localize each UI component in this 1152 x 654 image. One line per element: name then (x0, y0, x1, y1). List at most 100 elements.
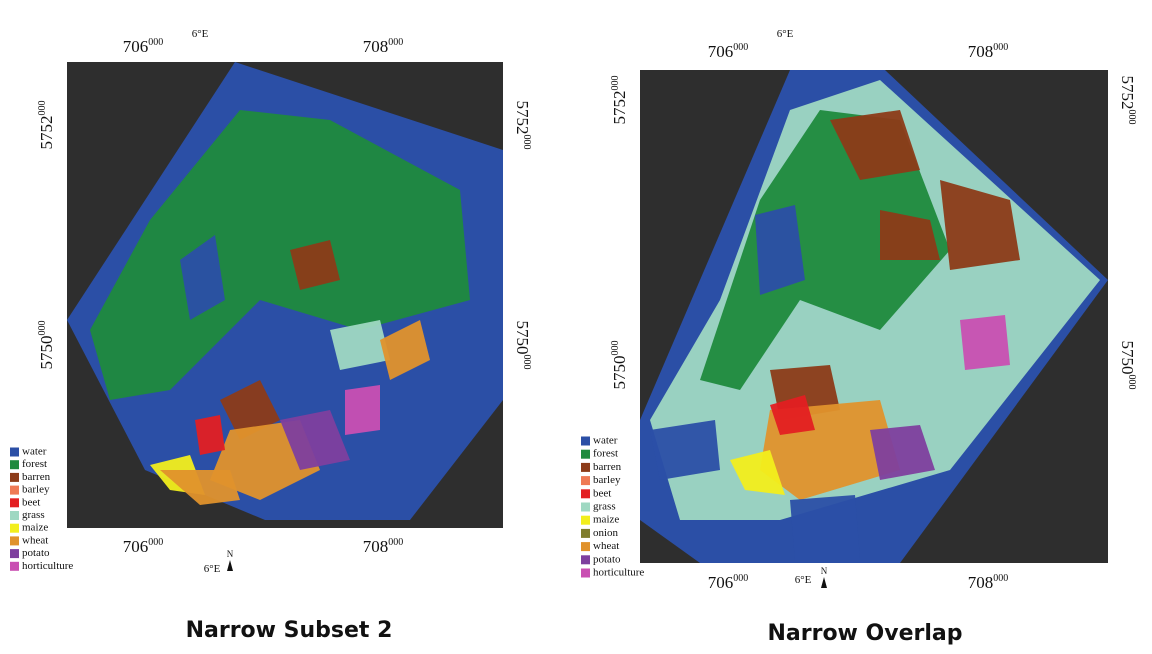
legend-swatch (581, 450, 590, 459)
bottom-easting-text: 706000 (123, 537, 164, 556)
legend-label: forest (22, 458, 47, 470)
right-northing: 5752000 (1118, 76, 1137, 125)
legend-swatch (581, 555, 590, 564)
legend-swatch (581, 476, 590, 485)
legend-label: potato (593, 553, 621, 565)
legend-label: barley (593, 474, 621, 486)
coord-main: 708 (363, 37, 389, 56)
top-easting: 706000 (123, 37, 164, 56)
top-easting-text: 706000 (708, 42, 749, 61)
left-northing-text: 5750000 (37, 321, 56, 370)
right-northing-text: 5752000 (513, 101, 532, 150)
north-arrow (821, 577, 827, 588)
legend-label: barren (593, 461, 622, 473)
legend-swatch (10, 473, 19, 482)
legend-label: barren (22, 471, 51, 483)
legend-swatch (581, 542, 590, 551)
coord-sup: 000 (733, 42, 748, 53)
coord-main: 5750 (610, 356, 629, 390)
coord-sup: 000 (610, 76, 621, 91)
bottom-easting: 708000 (968, 573, 1009, 592)
legend-swatch (581, 516, 590, 525)
coord-main: 708 (968, 573, 994, 592)
legend-label: onion (593, 527, 619, 539)
coord-main: 5750 (513, 321, 532, 355)
legend-label: grass (593, 501, 616, 513)
coord-sup: 000 (521, 135, 532, 150)
legend-swatch (10, 524, 19, 533)
coord-main: 5752 (37, 116, 56, 150)
legend-swatch (581, 463, 590, 472)
coord-main: 5752 (610, 91, 629, 125)
right-northing: 5750000 (1118, 341, 1137, 390)
legend-label: wheat (593, 540, 619, 552)
coord-main: 706 (708, 573, 734, 592)
legend-label: maize (22, 522, 48, 534)
coord-sup: 000 (993, 573, 1008, 584)
legend-swatch (10, 486, 19, 495)
coord-sup: 000 (1126, 110, 1137, 125)
coord-sup: 000 (388, 37, 403, 48)
left-northing-text: 5750000 (610, 341, 629, 390)
coord-main: 708 (363, 537, 389, 556)
meridian-label: 6°E (777, 28, 794, 40)
panel-caption: Narrow Overlap (767, 621, 962, 646)
left-northing: 5752000 (37, 101, 56, 150)
coord-sup: 000 (148, 37, 163, 48)
coord-sup: 000 (610, 341, 621, 356)
land-cover (960, 315, 1010, 370)
legend-swatch (581, 503, 590, 512)
legend-label: barley (22, 484, 50, 496)
legend-swatch (10, 448, 19, 457)
right-northing-text: 5750000 (1118, 341, 1137, 390)
legend-label: maize (593, 514, 619, 526)
legend-swatch (581, 489, 590, 498)
map-figure: 6°E7060007080007060007080005752000575000… (0, 0, 1152, 654)
north-arrow (227, 560, 233, 571)
bottom-easting: 706000 (708, 573, 749, 592)
coord-main: 708 (968, 42, 994, 61)
land-cover (790, 495, 860, 560)
coord-main: 706 (123, 37, 149, 56)
north-label: N (821, 566, 828, 576)
coord-sup: 000 (37, 321, 48, 336)
left-northing: 5752000 (610, 76, 629, 125)
land-cover (195, 415, 225, 455)
legend-label: horticulture (593, 567, 644, 579)
panel-caption: Narrow Subset 2 (186, 618, 393, 643)
coord-sup: 000 (733, 573, 748, 584)
coord-main: 706 (123, 537, 149, 556)
bottom-easting: 706000 (123, 537, 164, 556)
meridian-label: 6°E (192, 28, 209, 40)
legend-swatch (10, 562, 19, 571)
legend-label: grass (22, 509, 45, 521)
coord-main: 5750 (37, 336, 56, 370)
meridian-label: 6°E (795, 574, 812, 586)
right-northing-text: 5750000 (513, 321, 532, 370)
legend-label: potato (22, 547, 50, 559)
legend-swatch (581, 529, 590, 538)
bottom-easting: 708000 (363, 537, 404, 556)
top-easting-text: 706000 (123, 37, 164, 56)
legend-label: water (22, 446, 47, 458)
bottom-easting-text: 706000 (708, 573, 749, 592)
legend-label: wheat (22, 534, 48, 546)
coord-main: 706 (708, 42, 734, 61)
legend-label: beet (22, 496, 40, 508)
coord-sup: 000 (37, 101, 48, 116)
land-cover (345, 385, 380, 435)
right-northing: 5750000 (513, 321, 532, 370)
coord-sup: 000 (148, 537, 163, 548)
coord-sup: 000 (388, 537, 403, 548)
top-easting-text: 708000 (363, 37, 404, 56)
legend-swatch (10, 549, 19, 558)
legend-label: beet (593, 487, 611, 499)
legend-label: forest (593, 448, 618, 460)
top-easting-text: 708000 (968, 42, 1009, 61)
legend-swatch (581, 569, 590, 578)
right-northing-text: 5752000 (1118, 76, 1137, 125)
left-northing: 5750000 (37, 321, 56, 370)
left-northing-text: 5752000 (37, 101, 56, 150)
figure: 6°E7060007080007060007080005752000575000… (0, 0, 1152, 654)
legend-swatch (10, 498, 19, 507)
